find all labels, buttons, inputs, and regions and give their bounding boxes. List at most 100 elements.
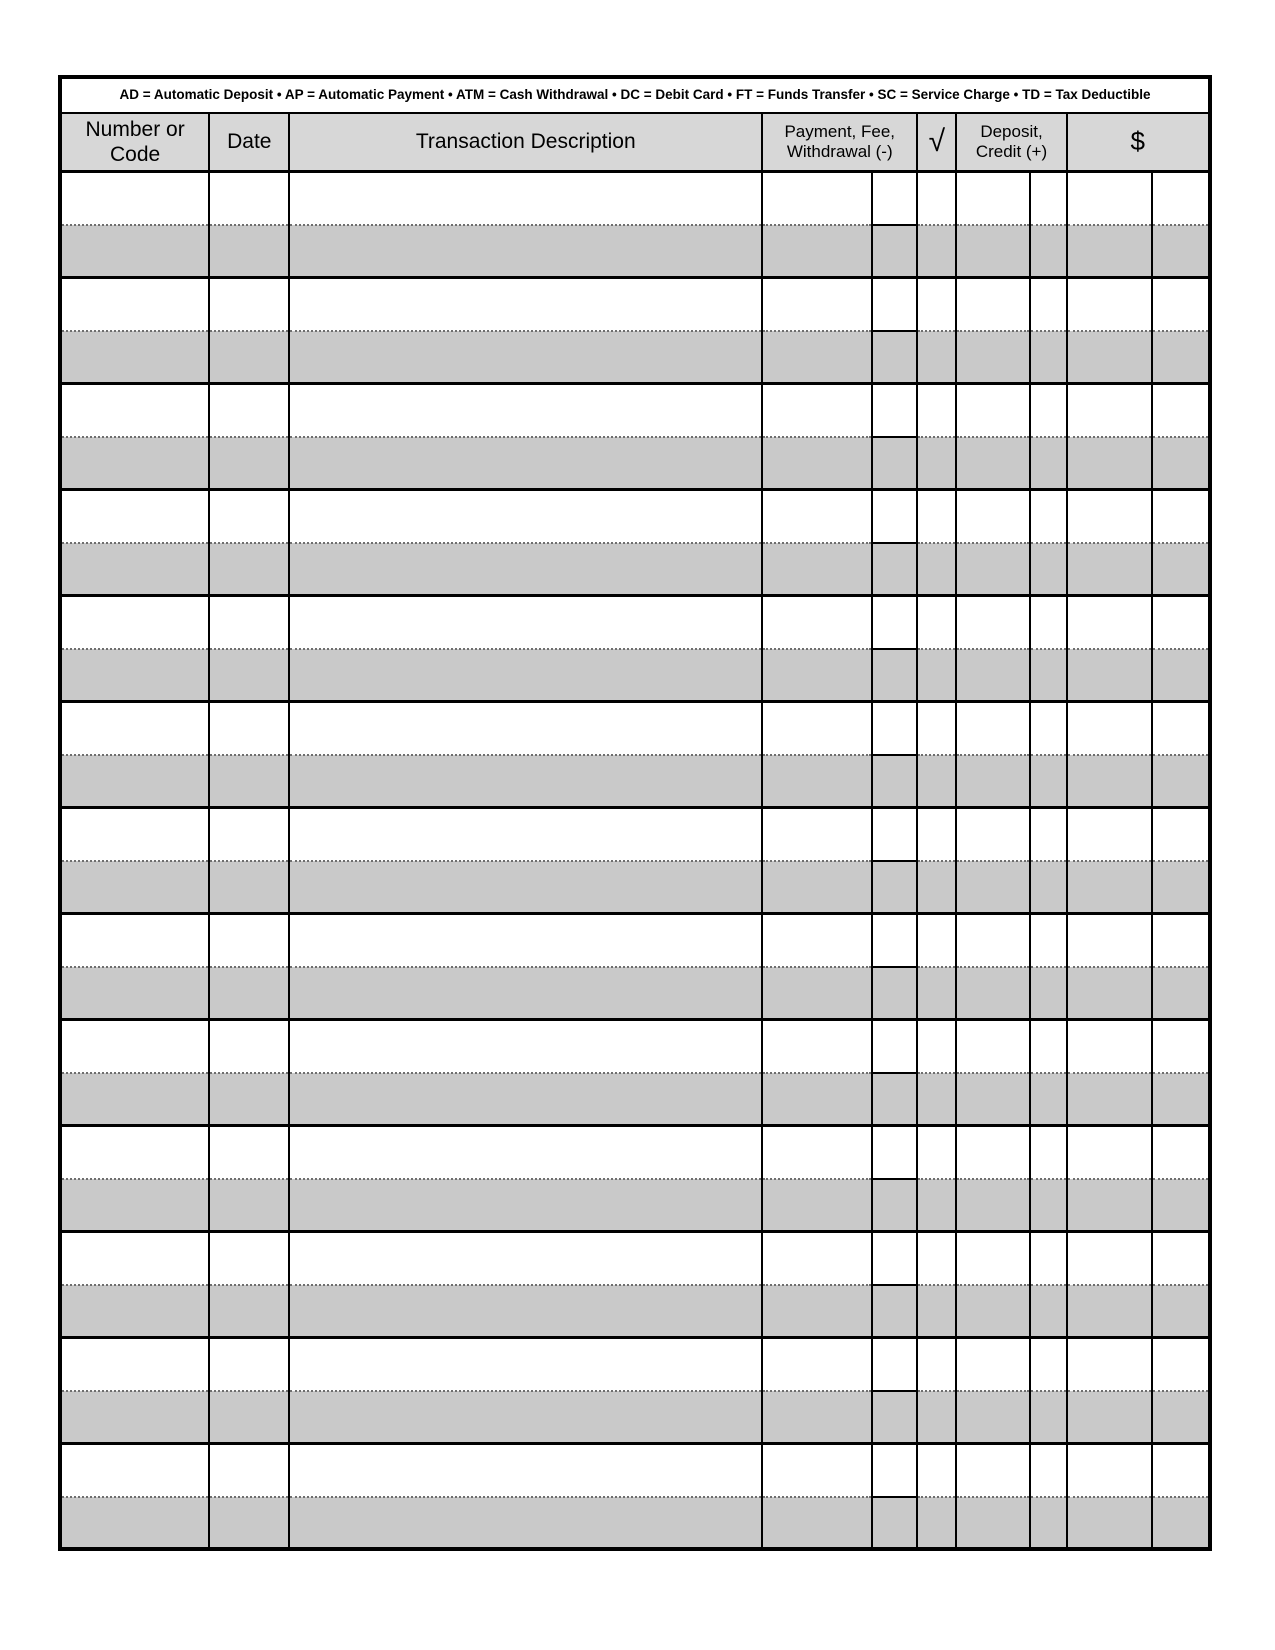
entry-cell-description	[288, 1337, 764, 1391]
entry-cell-balance-cents	[1150, 330, 1212, 385]
entry-cell-payment-dollars	[761, 1390, 874, 1445]
entry-cell-check	[916, 1125, 958, 1179]
entry-cell-date	[208, 701, 291, 755]
checkmark-icon: √	[928, 124, 946, 158]
entry-cell-check	[916, 171, 958, 225]
entry-cell-payment-dollars	[761, 1337, 874, 1391]
entry-cell-payment-dollars	[761, 701, 874, 755]
entry-row-bottom	[58, 224, 1212, 279]
entry-cell-deposit-cents	[1028, 489, 1068, 543]
entry-cell-number-or-code	[58, 224, 211, 279]
entry-cell-payment-dollars	[761, 754, 874, 809]
entry-cell-payment-cents	[871, 648, 919, 703]
column-header-payment-fee-withdrawal: Payment, Fee, Withdrawal (-)	[761, 113, 919, 173]
entry-cell-number-or-code	[58, 913, 211, 967]
entry-cell-payment-dollars	[761, 1125, 874, 1179]
entry-cell-description	[288, 277, 764, 331]
entry-cell-payment-dollars	[761, 1072, 874, 1127]
entry-cell-number-or-code	[58, 1125, 211, 1179]
entry-cell-description	[288, 1178, 764, 1233]
entry-cell-deposit-cents	[1028, 648, 1068, 703]
column-header-number-or-code: Number or Code	[58, 113, 211, 173]
entry-cell-number-or-code	[58, 807, 211, 861]
entry-cell-payment-cents	[871, 1284, 919, 1339]
entry-cell-balance-dollars	[1065, 913, 1153, 967]
entry-cell-balance-dollars	[1065, 595, 1153, 649]
entry-cell-check	[916, 1019, 958, 1073]
entry-cell-number-or-code	[58, 489, 211, 543]
entry-cell-payment-dollars	[761, 1496, 874, 1551]
entry-cell-deposit-cents	[1028, 330, 1068, 385]
column-header-deposit-credit: Deposit, Credit (+)	[955, 113, 1068, 173]
entry-cell-date	[208, 648, 291, 703]
entry-cell-date	[208, 1019, 291, 1073]
entry-cell-payment-cents	[871, 754, 919, 809]
entry-cell-balance-dollars	[1065, 1125, 1153, 1179]
entry-cell-payment-dollars	[761, 648, 874, 703]
entry-cell-description	[288, 913, 764, 967]
entry-cell-payment-cents	[871, 1231, 919, 1286]
entry-cell-deposit-dollars	[955, 1284, 1031, 1339]
entry-cell-balance-cents	[1150, 1178, 1212, 1233]
entry-cell-payment-dollars	[761, 436, 874, 491]
entry-cell-number-or-code	[58, 1443, 211, 1497]
entry-cell-balance-cents	[1150, 648, 1212, 703]
entry-cell-payment-cents	[871, 1019, 919, 1074]
entry-cell-date	[208, 1178, 291, 1233]
entry-cell-payment-cents	[871, 1337, 919, 1392]
entry-cell-payment-cents	[871, 1443, 919, 1498]
entry-cell-balance-cents	[1150, 383, 1212, 437]
entry-cell-deposit-cents	[1028, 1231, 1068, 1285]
entry-row-bottom	[58, 1496, 1212, 1551]
entry-cell-deposit-dollars	[955, 701, 1031, 755]
entry-cell-deposit-dollars	[955, 1496, 1031, 1551]
entry-row-top	[58, 277, 1212, 332]
entry-cell-deposit-dollars	[955, 1125, 1031, 1179]
entry-cell-balance-dollars	[1065, 383, 1153, 437]
entry-cell-payment-dollars	[761, 1284, 874, 1339]
entry-cell-check	[916, 277, 958, 331]
entry-cell-payment-dollars	[761, 1178, 874, 1233]
entry-cell-deposit-cents	[1028, 1019, 1068, 1073]
entry-cell-date	[208, 1231, 291, 1285]
entry-cell-balance-cents	[1150, 224, 1212, 279]
entry-cell-payment-cents	[871, 1496, 919, 1551]
entry-cell-deposit-dollars	[955, 966, 1031, 1021]
entry-cell-payment-cents	[871, 436, 919, 491]
register-body	[58, 171, 1212, 1551]
entry-cell-check	[916, 754, 958, 809]
entry-cell-payment-cents	[871, 701, 919, 756]
entry-cell-deposit-cents	[1028, 1443, 1068, 1497]
entry-cell-payment-dollars	[761, 807, 874, 861]
entry-cell-description	[288, 1072, 764, 1127]
entry-cell-payment-dollars	[761, 383, 874, 437]
entry-cell-balance-cents	[1150, 595, 1212, 649]
entry-cell-date	[208, 1443, 291, 1497]
entry-cell-deposit-cents	[1028, 1390, 1068, 1445]
legend-row: AD = Automatic Deposit • AP = Automatic …	[60, 77, 1210, 114]
entry-cell-payment-cents	[871, 595, 919, 650]
entry-cell-check	[916, 489, 958, 543]
entry-cell-check	[916, 1284, 958, 1339]
entry-cell-description	[288, 648, 764, 703]
entry-cell-description	[288, 595, 764, 649]
entry-cell-payment-cents	[871, 542, 919, 597]
entry-cell-date	[208, 383, 291, 437]
entry-cell-number-or-code	[58, 648, 211, 703]
entry-cell-number-or-code	[58, 966, 211, 1021]
entry-cell-date	[208, 330, 291, 385]
entry-cell-date	[208, 224, 291, 279]
entry-cell-description	[288, 1019, 764, 1073]
entry-cell-balance-cents	[1150, 966, 1212, 1021]
entry-cell-description	[288, 1496, 764, 1551]
entry-row-top	[58, 1019, 1212, 1074]
entry-cell-deposit-dollars	[955, 1019, 1031, 1073]
entry-cell-deposit-cents	[1028, 595, 1068, 649]
entry-cell-deposit-dollars	[955, 595, 1031, 649]
dollar-sign-icon: $	[1130, 126, 1146, 157]
entry-cell-deposit-dollars	[955, 913, 1031, 967]
entry-cell-deposit-dollars	[955, 277, 1031, 331]
entry-row-top	[58, 171, 1212, 226]
column-header-row: Number or Code Date Transaction Descript…	[58, 113, 1212, 173]
entry-cell-balance-cents	[1150, 1284, 1212, 1339]
